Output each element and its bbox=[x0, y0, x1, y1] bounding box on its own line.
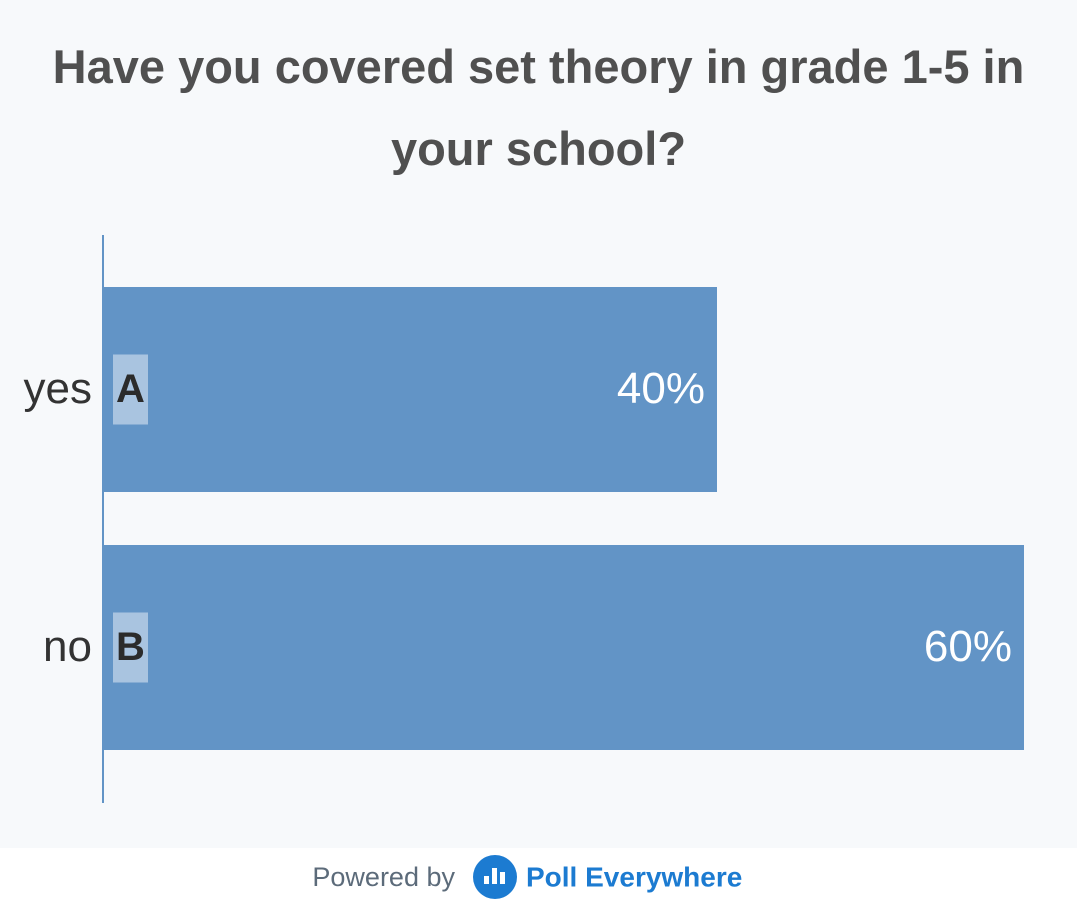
logo-bar bbox=[500, 872, 505, 884]
letter-box bbox=[113, 612, 148, 683]
chart-title: Have you covered set theory in grade 1-5… bbox=[52, 40, 1025, 175]
letter-box bbox=[113, 354, 148, 425]
logo-bar bbox=[484, 876, 489, 884]
value-label: 60% bbox=[924, 622, 1012, 671]
letter-label: B bbox=[116, 625, 145, 669]
letter-label: A bbox=[116, 367, 145, 411]
bar bbox=[103, 287, 717, 492]
value-label: 40% bbox=[617, 364, 705, 413]
logo-bar bbox=[492, 868, 497, 884]
footer-brand: Poll Everywhere bbox=[526, 861, 742, 892]
category-label: yes bbox=[24, 364, 92, 413]
bar bbox=[103, 545, 1024, 750]
footer-text: Powered by bbox=[312, 862, 455, 892]
category-label: no bbox=[43, 622, 92, 671]
